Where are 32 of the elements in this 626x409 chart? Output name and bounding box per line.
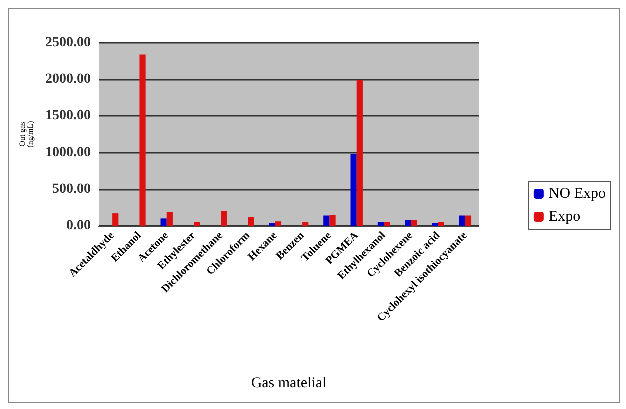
y-tick-label: 1500.00 (46, 108, 91, 124)
bar (378, 222, 384, 226)
bar (160, 218, 167, 226)
bar (411, 220, 418, 226)
bar (438, 222, 444, 226)
y-axis-title: Out gas (ng/mL) (18, 120, 36, 148)
bar (356, 80, 363, 226)
bar (275, 222, 282, 226)
bar (384, 222, 390, 226)
bar (302, 222, 309, 226)
y-tick-label: 2000.00 (46, 72, 91, 88)
bar (330, 215, 336, 226)
bar (405, 220, 412, 226)
y-tick-label: 0.00 (66, 218, 91, 234)
legend-label: NO Expo (548, 186, 606, 202)
bar (269, 223, 276, 226)
bar (324, 216, 330, 226)
y-tick-label: 1000.00 (46, 145, 91, 160)
y-tick-label: 2500.00 (46, 36, 91, 50)
x-axis-title: Gas matelial (251, 376, 327, 392)
bar (166, 212, 173, 226)
bar (140, 54, 146, 226)
bar (221, 211, 228, 226)
bar (459, 216, 466, 226)
bar (112, 214, 119, 226)
bar (465, 216, 472, 226)
y-tick-label: 500.00 (52, 182, 91, 197)
bar (248, 217, 254, 226)
legend-label: Expo (548, 209, 581, 225)
bar (350, 154, 357, 226)
bar (194, 222, 200, 226)
bar (432, 223, 438, 226)
